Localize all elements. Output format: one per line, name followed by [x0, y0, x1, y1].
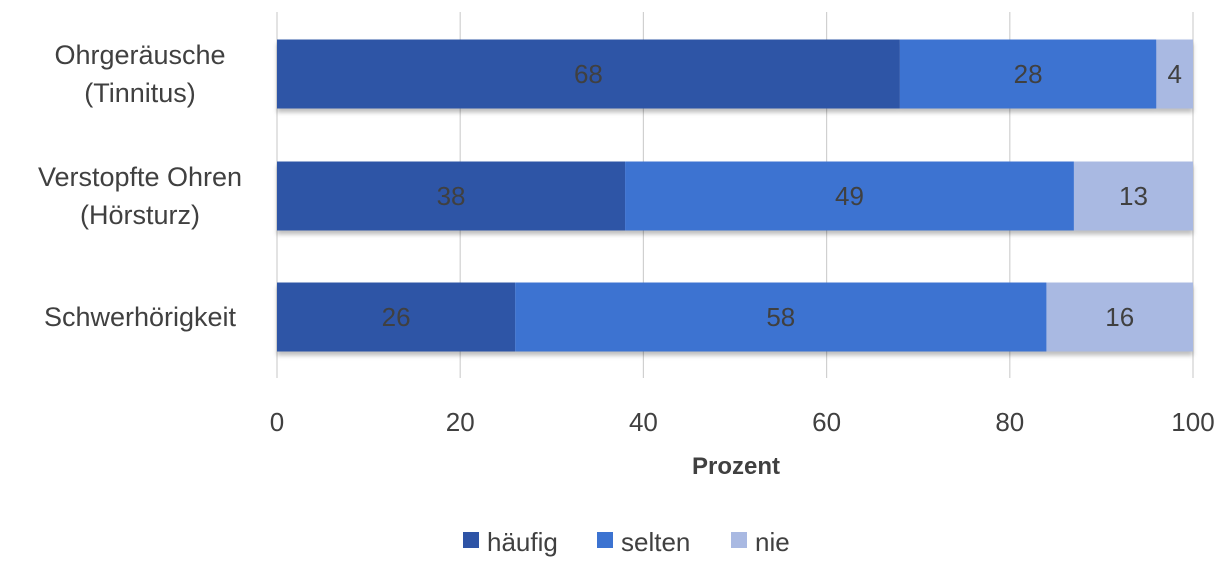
legend-swatch	[597, 532, 613, 548]
category-label: (Hörsturz)	[80, 200, 200, 230]
legend-item-häufig: häufig	[463, 527, 558, 557]
bar-segment-nie	[1073, 161, 1193, 231]
legend-label: häufig	[487, 527, 558, 557]
x-tick-labels: 0 20 40 60 80 100	[270, 407, 1215, 437]
x-tick-label: 40	[629, 407, 658, 437]
data-label: 13	[1119, 181, 1148, 211]
bar-segment-häufig	[277, 282, 516, 352]
bars	[277, 39, 1193, 352]
legend-item-selten: selten	[597, 527, 690, 557]
legend-label: selten	[621, 527, 690, 557]
legend-label: nie	[755, 527, 790, 557]
bar-segment-selten	[515, 282, 1047, 352]
x-tick-label: 0	[270, 407, 284, 437]
bar-segment-nie	[1046, 282, 1193, 352]
legend-swatch	[731, 532, 747, 548]
bar-segment-häufig	[277, 161, 626, 231]
bar-segment-selten	[625, 161, 1074, 231]
legend-item-nie: nie	[731, 527, 790, 557]
data-label: 49	[835, 181, 864, 211]
x-tick-label: 100	[1171, 407, 1214, 437]
data-label: 68	[574, 59, 603, 89]
bar-group	[277, 282, 1193, 352]
x-tick-label: 20	[446, 407, 475, 437]
category-label: Schwerhörigkeit	[44, 302, 237, 332]
bar-segment-nie	[1156, 39, 1193, 109]
data-label: 28	[1014, 59, 1043, 89]
category-labels: Ohrgeräusche (Tinnitus) Verstopfte Ohren (H…	[38, 40, 242, 332]
data-label: 26	[382, 302, 411, 332]
category-label: Verstopfte Ohren	[38, 162, 242, 192]
data-label: 58	[766, 302, 795, 332]
category-label: (Tinnitus)	[84, 78, 196, 108]
legend-swatch	[463, 532, 479, 548]
data-label: 4	[1167, 59, 1181, 89]
data-labels: 68 28 4 38 49 13 26 58 16	[382, 59, 1182, 332]
bar-segment-selten	[899, 39, 1157, 109]
data-label: 16	[1105, 302, 1134, 332]
legend: häufig selten nie	[463, 527, 790, 557]
category-label: Ohrgeräusche	[54, 40, 225, 70]
bar-group	[277, 39, 1193, 109]
x-tick-label: 60	[812, 407, 841, 437]
data-label: 38	[437, 181, 466, 211]
bar-segment-häufig	[277, 39, 900, 109]
x-axis-title: Prozent	[692, 453, 780, 480]
bar-group	[277, 161, 1193, 231]
x-tick-label: 80	[995, 407, 1024, 437]
